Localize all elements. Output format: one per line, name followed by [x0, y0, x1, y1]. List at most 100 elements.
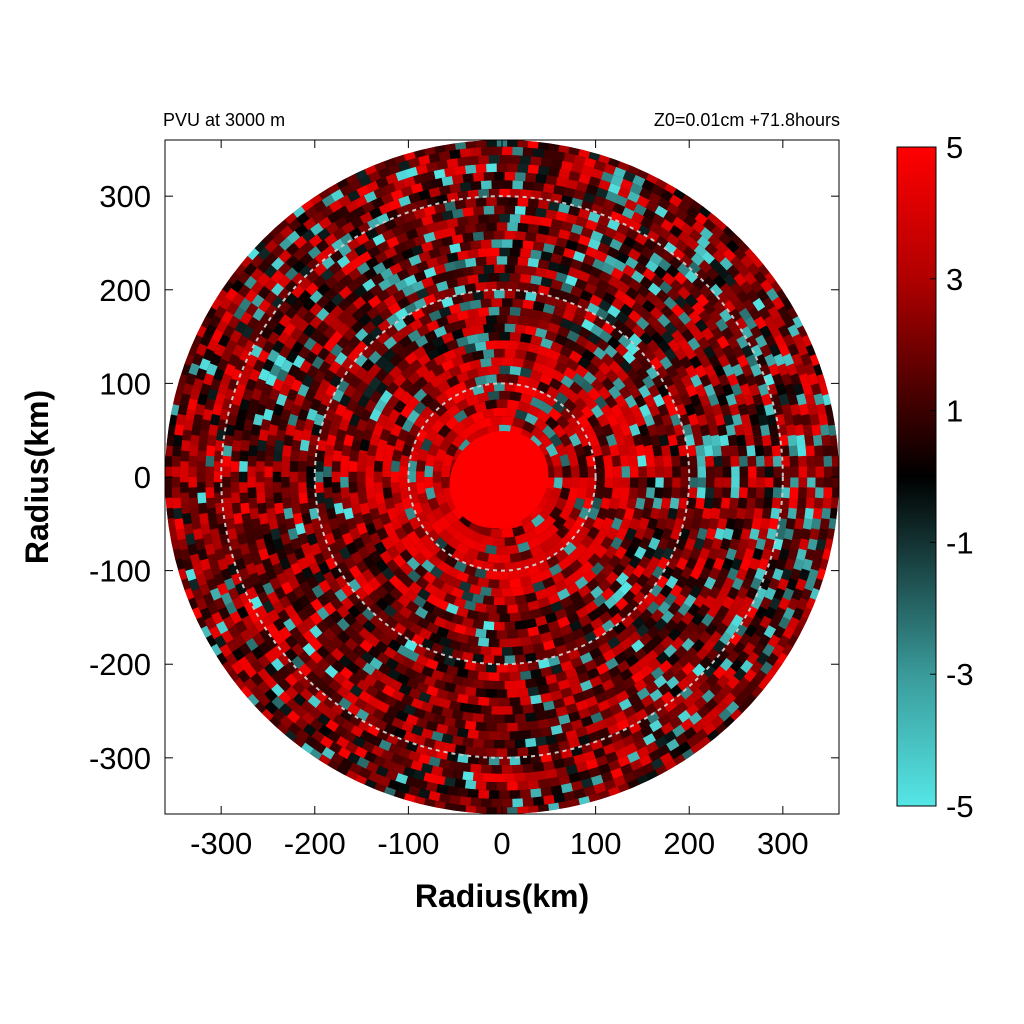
field-cell: [431, 335, 446, 349]
field-cell: [271, 708, 286, 722]
field-cell: [675, 557, 689, 571]
field-cell: [317, 346, 331, 361]
field-cell: [709, 283, 724, 298]
field-cell: [606, 636, 621, 650]
field-cell: [376, 413, 389, 427]
field-cell: [392, 566, 407, 581]
field-cell: [470, 181, 482, 191]
field-cell: [440, 672, 454, 684]
field-cell: [628, 333, 643, 347]
field-cell: [282, 497, 292, 509]
field-cell: [766, 528, 777, 541]
field-cell: [441, 235, 454, 247]
field-cell: [534, 615, 548, 627]
field-cell: [672, 216, 686, 230]
field-cell: [626, 367, 640, 382]
field-cell: [435, 343, 450, 356]
field-cell: [583, 371, 598, 385]
field-cell: [317, 227, 331, 241]
field-cell: [483, 171, 495, 181]
field-cell: [708, 354, 721, 369]
field-cell: [474, 341, 488, 352]
field-cell: [688, 487, 698, 500]
field-cell: [559, 624, 573, 637]
field-cell: [470, 147, 482, 157]
field-cell: [538, 506, 553, 521]
field-cell: [298, 492, 309, 504]
field-cell: [298, 276, 313, 291]
field-cell: [296, 318, 310, 333]
field-cell: [296, 607, 310, 622]
field-cell: [449, 243, 462, 254]
field-cell: [604, 227, 618, 240]
field-cell: [305, 281, 320, 296]
field-cell: [356, 678, 371, 692]
field-cell: [512, 417, 526, 429]
field-cell: [383, 646, 397, 660]
field-cell: [451, 355, 465, 368]
field-cell: [641, 565, 655, 579]
range-ring: [407, 382, 597, 572]
field-cell: [361, 594, 375, 609]
field-cell: [570, 534, 584, 549]
colorbar-ticks: 531-1-3-5: [930, 130, 974, 824]
field-cell: [375, 176, 390, 189]
field-cell: [324, 275, 339, 289]
field-cell: [257, 349, 270, 363]
field-cell: [394, 278, 409, 292]
field-cell: [332, 671, 347, 685]
field-cell: [563, 152, 576, 164]
field-cell: [420, 638, 435, 651]
field-cell: [646, 466, 656, 478]
field-cell: [597, 763, 611, 775]
field-cell: [703, 345, 716, 360]
field-cell: [324, 444, 335, 457]
field-cell: [527, 660, 540, 671]
field-cell: [169, 367, 181, 381]
field-cell: [747, 455, 757, 468]
field-cell: [434, 491, 447, 506]
field-cell: [648, 163, 663, 177]
field-cell: [383, 294, 398, 308]
field-cell: [822, 445, 832, 457]
field-cell: [537, 199, 550, 210]
field-cell: [787, 507, 797, 520]
field-cell: [501, 706, 513, 715]
field-cell: [800, 588, 813, 602]
field-cell: [458, 438, 473, 453]
field-cell: [570, 258, 584, 271]
field-cell: [428, 186, 442, 198]
field-cell: [796, 548, 807, 562]
field-cell: [316, 645, 330, 659]
field-cell: [614, 394, 628, 409]
field-cell: [638, 632, 653, 647]
field-cell: [437, 515, 452, 530]
field-cell: [323, 287, 338, 302]
field-cell: [671, 487, 681, 500]
field-cell: [622, 295, 637, 309]
field-cell: [667, 434, 678, 447]
field-cell: [385, 558, 400, 573]
field-cell: [693, 434, 704, 447]
field-cell: [245, 378, 257, 392]
field-cell: [680, 393, 693, 407]
field-cell: [467, 520, 482, 534]
field-cell: [174, 517, 185, 530]
field-cell: [616, 251, 630, 264]
field-cell: [806, 616, 819, 631]
field-cell: [222, 465, 231, 477]
field-cell: [661, 444, 672, 457]
field-cell: [618, 726, 633, 740]
field-cell: [498, 731, 510, 741]
field-cell: [550, 487, 562, 501]
field-cell: [568, 433, 582, 448]
field-cell: [382, 465, 392, 477]
field-cell: [489, 130, 500, 139]
field-cell: [380, 749, 394, 762]
field-cell: [357, 545, 370, 560]
field-cell: [638, 536, 652, 551]
field-cell: [682, 245, 697, 260]
field-cell: [796, 393, 807, 406]
field-cell: [210, 377, 222, 391]
field-cell: [197, 548, 208, 561]
